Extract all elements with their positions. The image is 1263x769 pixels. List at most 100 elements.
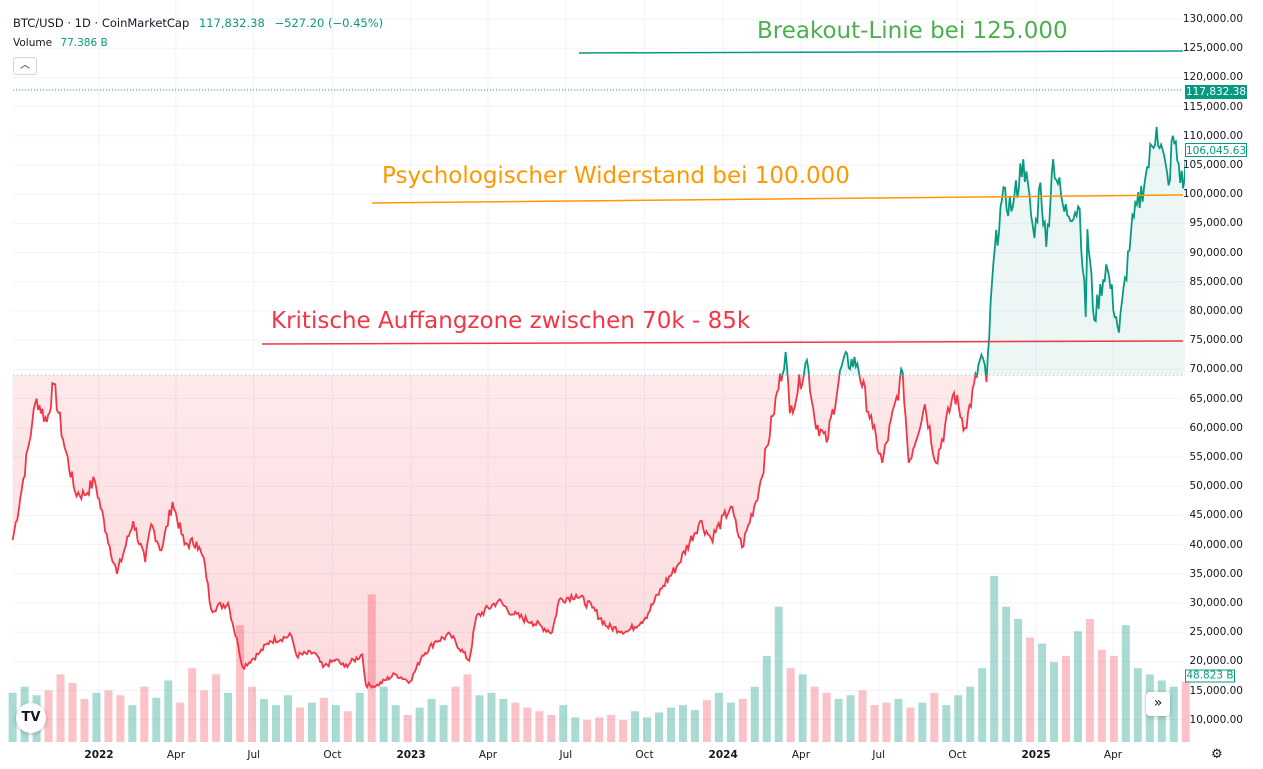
volume-bar — [1169, 686, 1178, 742]
annotation-lines — [261, 50, 1184, 345]
volume-bar — [643, 717, 652, 742]
volume-bar — [702, 700, 711, 742]
price-tick-label: 10,000.00 — [1189, 713, 1243, 726]
collapse-legend-button[interactable]: ︿ — [13, 57, 37, 75]
time-tick-label: Apr — [478, 749, 498, 761]
volume-bar — [80, 698, 89, 742]
volume-bar — [188, 668, 197, 742]
volume-bar — [798, 674, 807, 742]
volume-bar — [846, 695, 855, 742]
volume-bar — [140, 686, 149, 742]
resistance-annotation[interactable]: Psychologischer Widerstand bei 100.000 — [382, 163, 850, 189]
price-tick-label: 20,000.00 — [1189, 655, 1243, 668]
volume-bar — [307, 702, 316, 742]
volume-bar — [726, 702, 735, 742]
time-tick-label: Apr — [791, 749, 811, 761]
volume-bar — [68, 682, 77, 742]
volume-bar — [571, 717, 580, 742]
volume-bar — [128, 705, 137, 742]
price-tick-label: 25,000.00 — [1189, 626, 1243, 639]
scroll-to-realtime-button[interactable]: » — [1146, 692, 1170, 716]
volume-bar — [44, 690, 53, 742]
price-tick-label: 80,000.00 — [1189, 305, 1243, 317]
volume-bar — [1073, 631, 1082, 742]
price-tick-label: 65,000.00 — [1189, 392, 1243, 405]
volume-bar — [475, 695, 484, 742]
chevron-up-icon: ︿ — [20, 60, 30, 71]
volume-bar — [439, 705, 448, 742]
time-tick-label: Jul — [872, 749, 886, 761]
volume-bar — [1109, 655, 1118, 742]
volume-bar — [882, 702, 891, 742]
volume-bar — [1026, 637, 1035, 742]
volume-bar — [750, 686, 759, 742]
time-tick-label: Apr — [166, 749, 186, 761]
price-change: −527.20 (−0.45%) — [274, 16, 384, 30]
tradingview-logo[interactable]: TV — [16, 703, 46, 733]
volume-bar — [499, 698, 508, 742]
volume-bar — [487, 692, 496, 742]
price-tick-label: 45,000.00 — [1189, 509, 1243, 522]
volume-bar — [200, 690, 209, 742]
last-close-label: 106,045.63 — [1185, 143, 1247, 157]
volume-bar — [8, 692, 17, 742]
volume-bar — [990, 575, 999, 742]
volume-bar — [810, 686, 819, 742]
volume-bar — [666, 707, 675, 742]
last-price: 117,832.38 — [198, 16, 265, 30]
price-tick-label: 90,000.00 — [1189, 246, 1243, 259]
support-annotation[interactable]: Kritische Auffangzone zwischen 70k - 85k — [271, 308, 751, 334]
price-tick-label: 95,000.00 — [1189, 217, 1243, 230]
time-tick-label: 2025 — [1021, 749, 1051, 761]
volume-bar — [343, 711, 352, 742]
volume-bar — [1085, 619, 1094, 742]
volume-bar — [762, 655, 771, 742]
volume-bar — [319, 697, 328, 742]
volume-bar — [738, 698, 747, 742]
time-tick-label: 2022 — [84, 749, 114, 761]
volume-bar — [116, 695, 125, 742]
time-tick-label: Oct — [323, 749, 342, 761]
volume-bars — [8, 575, 1190, 742]
breakout-line — [578, 50, 1184, 54]
price-tick-label: 130,000.00 — [1182, 13, 1243, 25]
support-line — [261, 340, 1184, 345]
volume-bar — [152, 697, 161, 742]
volume-bar — [331, 705, 340, 742]
volume-bar — [583, 719, 592, 742]
volume-bar — [271, 705, 280, 742]
volume-bar — [918, 702, 927, 742]
volume-bar — [511, 702, 520, 742]
settings-icon[interactable]: ⚙ — [1211, 747, 1223, 762]
volume-bar — [547, 714, 556, 742]
price-line-above — [778, 126, 1185, 376]
volume-bar — [295, 707, 304, 742]
volume-bar — [355, 692, 364, 742]
volume-bar — [56, 674, 65, 742]
price-tick-label: 40,000.00 — [1189, 538, 1243, 551]
volume-bar — [619, 719, 628, 742]
price-tick-label: 15,000.00 — [1189, 684, 1243, 697]
volume-bar — [966, 686, 975, 742]
time-tick-label: Jul — [559, 749, 573, 761]
volume-bar — [954, 695, 963, 742]
price-line-below — [11, 375, 988, 690]
price-tick-label: 35,000.00 — [1189, 567, 1243, 580]
volume-legend: Volume 77.386 B — [13, 37, 108, 49]
time-tick-label: 2024 — [708, 749, 738, 761]
volume-bar — [535, 711, 544, 742]
volume-bar — [607, 714, 616, 742]
symbol-legend: BTC/USD · 1D · CoinMarketCap 117,832.38 … — [13, 16, 383, 30]
price-tick-label: 125,000.00 — [1182, 42, 1243, 55]
price-tick-label: 50,000.00 — [1189, 480, 1243, 493]
volume-bar — [523, 707, 532, 742]
volume-bar — [858, 690, 867, 742]
symbol-title: BTC/USD · 1D · CoinMarketCap — [13, 16, 190, 30]
time-tick-label: Oct — [948, 749, 967, 761]
volume-bar — [678, 705, 687, 742]
volume-bar — [1014, 619, 1023, 742]
volume-bar — [427, 698, 436, 742]
breakout-annotation[interactable]: Breakout-Linie bei 125.000 — [757, 18, 1068, 44]
time-tick-label: Apr — [1103, 749, 1123, 761]
